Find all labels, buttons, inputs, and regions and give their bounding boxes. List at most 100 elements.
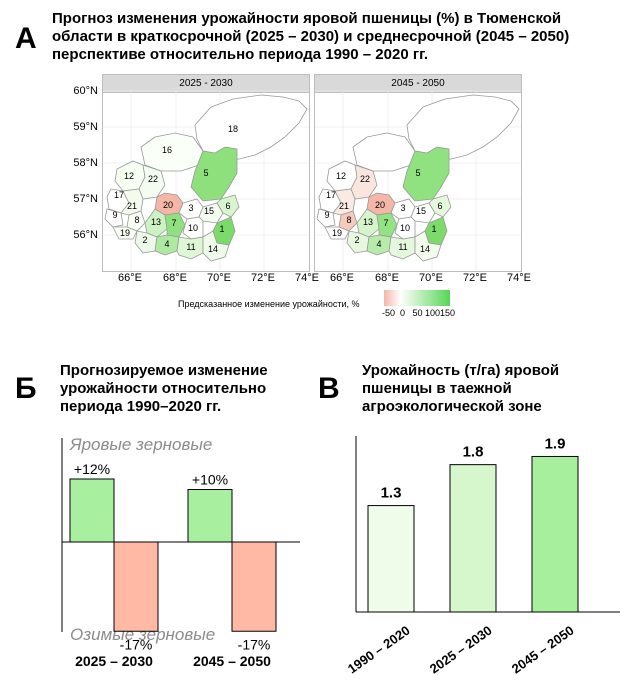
region-label: 11	[398, 242, 407, 252]
region-label: 8	[346, 215, 351, 225]
chart-c-bar	[531, 455, 579, 613]
chart-c-data-label: 1.3	[381, 485, 402, 502]
region-8	[126, 210, 146, 232]
region-label: 21	[339, 201, 349, 211]
lon-label: 66°E	[330, 272, 354, 284]
lat-label: 56°N	[73, 229, 98, 241]
region-16	[352, 132, 416, 172]
region-label: 6	[437, 201, 442, 211]
chart-c-data-label: 1.8	[463, 444, 484, 461]
lon-label: 66°E	[118, 272, 142, 284]
region-label: 7	[383, 218, 388, 228]
chart-b-category-label: 2025 – 2030	[75, 653, 153, 669]
chart-c-data-label: 1.9	[545, 435, 566, 452]
region-label: 10	[188, 223, 198, 233]
lon-label: 68°E	[375, 272, 399, 284]
region-label: 1	[219, 224, 224, 234]
map-strip-label: 2025 - 2030	[103, 75, 309, 93]
region-label: 5	[415, 168, 420, 178]
region-label: 2	[354, 235, 359, 245]
region-label: 5	[203, 168, 208, 178]
map-panel-2045-2050: 2045 - 2050	[314, 74, 522, 272]
region-label: 12	[336, 171, 346, 181]
panel-b-title: Прогнозируемое изменение урожайности отн…	[60, 362, 268, 415]
region-label: 20	[163, 200, 173, 210]
lat-label: 59°N	[73, 121, 98, 133]
region-label: 13	[151, 217, 161, 227]
region-label: 22	[360, 174, 370, 184]
chart-c-category-label: 1990 – 2020	[345, 623, 413, 677]
map-legend-colorbar	[384, 290, 450, 306]
map-panel-2025-2030: 2025 - 2030	[102, 74, 310, 272]
region-label: 22	[148, 174, 158, 184]
region-label: 21	[127, 201, 137, 211]
panel-a-title: Прогноз изменения урожайности яровой пше…	[52, 10, 570, 63]
region-label: 3	[188, 203, 193, 213]
map-2045-2050: 5 12 22 17 21 9 8 19 20 13 7 3 15 6 10 2…	[315, 90, 521, 271]
region-9	[104, 208, 124, 228]
lon-label: 70°E	[419, 272, 443, 284]
region-label: 19	[120, 228, 130, 238]
region-label: 13	[363, 217, 373, 227]
lon-label: 74°E	[507, 272, 531, 284]
chart-b-bar-winter	[113, 541, 159, 632]
region-label: 9	[324, 210, 329, 220]
region-5	[190, 146, 238, 202]
region-label: 7	[171, 218, 176, 228]
panel-c-title: Урожайность (т/га) яровой пшеницы в таеж…	[362, 362, 560, 415]
region-22	[350, 164, 378, 200]
chart-b-category-label: 2045 – 2050	[193, 653, 271, 669]
lat-label: 60°N	[73, 85, 98, 97]
chart-b-data-label: +12%	[74, 461, 110, 477]
region-label: 12	[124, 171, 134, 181]
region-22	[138, 164, 166, 200]
chart-c: 1.3 1990 – 2020 1.8 2025 – 2030 1.9 2045 – 20…	[345, 435, 620, 677]
chart-b-data-label: -17%	[120, 636, 153, 652]
region-19	[324, 226, 350, 240]
region-label: 15	[416, 206, 426, 216]
region-8	[338, 210, 358, 232]
chart-b-bar-spring	[69, 478, 115, 543]
region-label: 2	[142, 235, 147, 245]
chart-b-bar-spring	[187, 489, 233, 543]
region-11	[388, 236, 416, 260]
map-2025-2030: 18 16 5 12 22 17 21 9 8 19 20 13 7 3 15 …	[103, 90, 309, 271]
panel-c-letter: В	[318, 372, 340, 405]
region-label: 4	[164, 239, 169, 249]
region-14	[202, 230, 230, 262]
lon-label: 72°E	[463, 272, 487, 284]
map-legend-label: Предсказанное изменение урожайности, %	[178, 299, 360, 309]
region-label: 11	[186, 242, 195, 252]
region-label: 18	[228, 124, 238, 134]
region-label: 3	[400, 203, 405, 213]
chart-b-data-label: -17%	[238, 636, 271, 652]
chart-b-data-label: +10%	[192, 472, 228, 488]
region-label: 17	[114, 190, 124, 200]
chart-c-bar	[367, 505, 415, 613]
map-legend-ticks: -50 0 50 100150	[382, 308, 456, 318]
region-label: 20	[375, 200, 385, 210]
chart-b-series-label: Яровые зерновые	[69, 435, 212, 454]
lon-label: 74°E	[295, 272, 319, 284]
region-9	[316, 208, 336, 228]
chart-b-series-label: Озимые зерновые	[70, 625, 215, 644]
region-5	[402, 146, 450, 202]
region-19	[112, 226, 138, 240]
region-11	[176, 236, 204, 260]
region-label: 10	[400, 223, 410, 233]
region-label: 17	[326, 190, 336, 200]
lon-label: 68°E	[163, 272, 187, 284]
region-label: 8	[134, 215, 139, 225]
lon-label: 70°E	[207, 272, 231, 284]
region-label: 14	[208, 244, 218, 254]
panel-b-letter: Б	[15, 372, 37, 405]
region-14	[414, 230, 442, 262]
region-18	[406, 94, 520, 162]
region-label: 15	[204, 206, 214, 216]
chart-b-bar-winter	[231, 541, 277, 632]
chart-c-category-label: 2045 – 2050	[509, 623, 577, 677]
region-label: 19	[332, 228, 342, 238]
region-label: 14	[420, 244, 430, 254]
panel-a-letter: А	[15, 22, 37, 55]
